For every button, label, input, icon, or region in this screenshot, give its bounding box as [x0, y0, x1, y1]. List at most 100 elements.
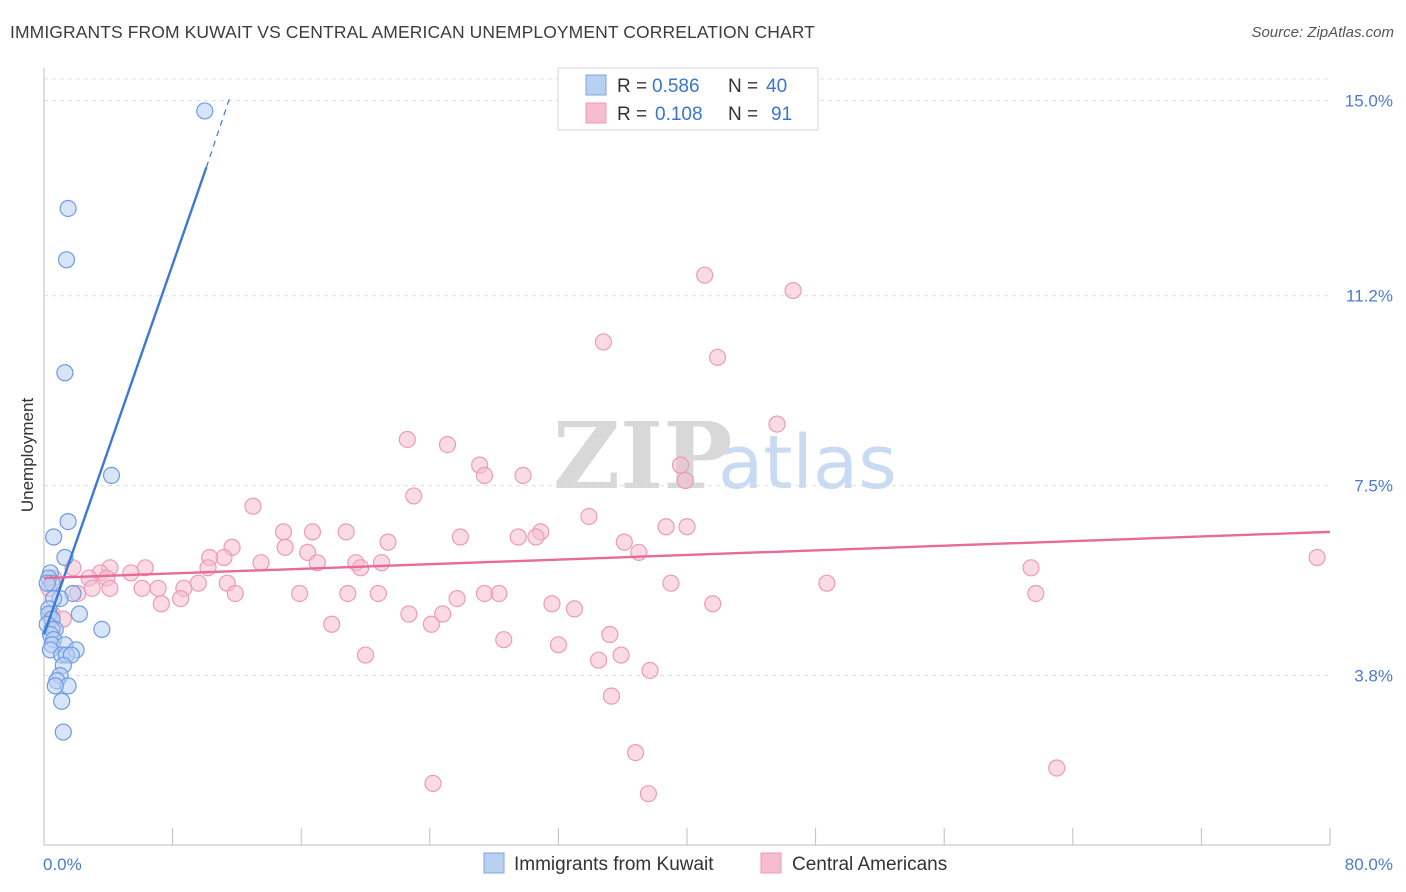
kuwait-point [53, 692, 71, 710]
central-americans-point [83, 579, 101, 597]
legend-n-value-2: 91 [771, 104, 792, 125]
kuwait-points [38, 102, 214, 741]
central-americans-point [615, 533, 633, 551]
central-americans-point [339, 584, 357, 603]
central-americans-point [768, 415, 786, 433]
watermark-zip: ZIP [553, 402, 732, 510]
central-americans-point [337, 523, 355, 541]
kuwait-point [54, 723, 72, 741]
kuwait-point [45, 528, 63, 546]
central-americans-point [226, 584, 244, 603]
central-americans-point [276, 538, 294, 556]
kuwait-point [56, 364, 74, 382]
central-americans-point [601, 625, 619, 644]
central-americans-point [527, 528, 545, 546]
kuwait-point [46, 677, 64, 695]
legend-swatch-pink [585, 102, 607, 124]
central-americans-point [662, 574, 680, 592]
central-americans-point [1022, 559, 1040, 577]
central-americans-point [189, 574, 207, 592]
central-americans-point [451, 528, 469, 546]
central-americans-point [509, 528, 527, 546]
central-americans-point [495, 631, 513, 649]
central-americans-point [122, 564, 140, 582]
kuwait-point [102, 466, 121, 484]
central-americans-point [172, 589, 190, 608]
legend-r-value-2: 0.108 [655, 104, 703, 125]
central-americans-point [639, 785, 658, 803]
central-americans-point [784, 282, 802, 300]
bottom-legend-kuwait: Immigrants from Kuwait [514, 854, 714, 875]
central-americans-point [549, 636, 568, 654]
central-americans-point [565, 600, 584, 618]
legend-r-value-1: 0.586 [652, 76, 700, 97]
central-americans-point [641, 661, 659, 680]
central-americans-trend-line [43, 530, 1331, 580]
x-tick-label-min: 0.0% [43, 855, 82, 874]
central-americans-point [602, 687, 621, 705]
central-americans-point [1308, 548, 1326, 567]
legend-r-label-1: R = [617, 76, 647, 97]
y-tick-label: 15.0% [1345, 92, 1393, 111]
legend-n-label-1: N = [728, 76, 758, 97]
central-americans-point [490, 584, 508, 603]
central-americans-point [356, 646, 375, 664]
central-americans-point [818, 574, 836, 592]
x-tick-label-max: 80.0% [1345, 855, 1393, 874]
y-tick-label: 3.8% [1354, 667, 1393, 686]
legend-r-label-2: R = [617, 104, 647, 125]
kuwait-trend-extension [205, 95, 232, 168]
central-americans-point [274, 523, 293, 541]
central-americans-point [708, 348, 727, 366]
central-americans-point [676, 471, 694, 490]
bottom-legend-central-americans: Central Americans [792, 854, 947, 875]
central-americans-point [244, 497, 262, 515]
central-americans-point [696, 266, 714, 284]
central-americans-points [40, 266, 1326, 803]
central-americans-point [424, 774, 442, 793]
central-americans-point [303, 523, 322, 541]
central-americans-point [379, 533, 397, 551]
legend-n-label-2: N = [728, 104, 758, 125]
central-americans-point [152, 595, 170, 613]
central-americans-point [671, 456, 690, 474]
kuwait-point [59, 512, 77, 531]
central-americans-point [438, 436, 457, 454]
central-americans-point [400, 605, 418, 623]
axes: 3.8% 7.5% 11.2% 15.0% [43, 68, 1393, 846]
bottom-legend-swatch-pink [760, 852, 782, 874]
y-tick-label: 7.5% [1354, 477, 1393, 496]
central-americans-point [704, 595, 722, 613]
central-americans-point [323, 615, 341, 633]
central-americans-point [308, 554, 326, 572]
legend-n-value-1: 40 [766, 76, 787, 97]
central-americans-point [612, 646, 630, 664]
central-americans-point [405, 487, 423, 505]
central-americans-point [369, 584, 387, 603]
central-americans-point [290, 584, 309, 603]
central-americans-point [626, 743, 645, 762]
central-americans-point [422, 615, 441, 633]
central-americans-point [252, 554, 270, 572]
central-americans-point [448, 589, 466, 608]
kuwait-point [70, 605, 88, 623]
central-americans-point [1027, 584, 1045, 603]
trend-lines [42, 95, 1331, 635]
kuwait-point [93, 620, 111, 639]
central-americans-point [1048, 759, 1066, 777]
kuwait-trend-line [42, 167, 208, 635]
central-americans-point [678, 518, 696, 536]
legend-swatch-blue [585, 74, 607, 96]
central-americans-point [657, 518, 675, 536]
central-americans-point [589, 651, 608, 669]
kuwait-point [38, 574, 56, 592]
central-americans-point [514, 466, 532, 484]
central-americans-point [215, 548, 233, 567]
central-americans-point [101, 579, 119, 597]
bottom-legend-swatch-blue [483, 852, 505, 874]
central-americans-point [133, 579, 151, 597]
central-americans-point [398, 430, 416, 449]
correlation-legend: R = 0.586 N = 40 R = 0.108 N = 91 [557, 67, 819, 131]
central-americans-point [475, 584, 494, 603]
